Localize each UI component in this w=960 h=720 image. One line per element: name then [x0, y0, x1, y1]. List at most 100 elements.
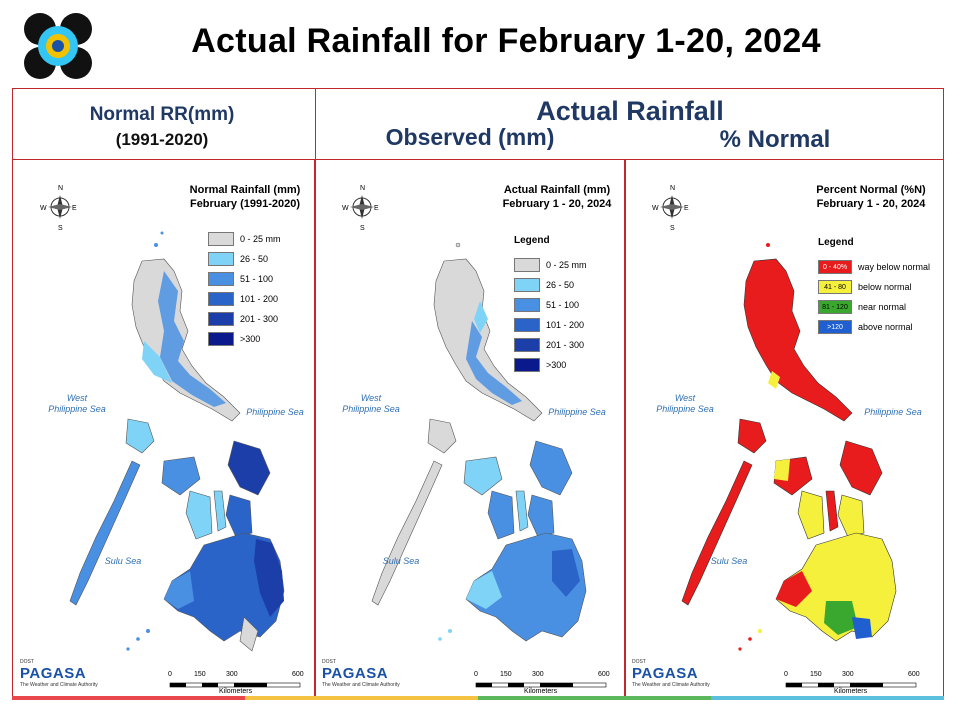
panel-percent-title: Percent Normal (%N) February 1 - 20, 202… — [806, 183, 936, 211]
legend-swatch — [514, 318, 540, 332]
footer-stripe-segment — [245, 696, 478, 700]
panel-percent-title-line1: Percent Normal (%N) — [816, 184, 926, 196]
legend-label: 51 - 100 — [546, 300, 580, 310]
legend-swatch: 81 - 120 — [818, 300, 852, 314]
legend-label: 26 - 50 — [240, 254, 269, 264]
pagasa-tagline: The Weather and Climate Authority — [322, 682, 400, 688]
mindoro — [427, 418, 457, 454]
legend-item: 51 - 100 — [208, 269, 308, 289]
legend-item: 51 - 100 — [514, 295, 614, 315]
footer-stripe-segment — [711, 696, 944, 700]
compass-e: E — [684, 205, 689, 212]
panay — [463, 456, 503, 496]
header-observed: Observed (mm) — [385, 124, 555, 150]
panay — [161, 456, 201, 496]
legend-label: 26 - 50 — [546, 280, 575, 290]
legend-item: 0 - 25 mm — [208, 229, 308, 249]
cebu — [825, 490, 839, 532]
west-sea-line2: Philippine Sea — [48, 404, 106, 414]
compass-n: N — [58, 185, 64, 192]
footer-stripe-segment — [12, 696, 245, 700]
legend-item: >300 — [514, 355, 614, 375]
label-sulu-sea: Sulu Sea — [104, 556, 142, 566]
panel-divider-2 — [624, 159, 626, 699]
legend-label: 201 - 300 — [240, 314, 279, 324]
panel-actual-title-line1: Actual Rainfall (mm) — [503, 184, 611, 196]
west-sea-line2: Philippine Sea — [342, 404, 400, 414]
legend-label: 0 - 25 mm — [546, 260, 587, 270]
legend-label: >300 — [546, 360, 567, 370]
scale-tick-3: 600 — [292, 671, 304, 678]
samar — [839, 440, 883, 496]
header-percent: % Normal — [719, 126, 831, 153]
west-sea-line2: Philippine Sea — [656, 404, 714, 414]
pagasa-tagline: The Weather and Climate Authority — [20, 682, 98, 688]
compass-icon — [350, 195, 374, 219]
legend-label: 101 - 200 — [546, 320, 585, 330]
footer-stripe-segment — [478, 696, 711, 700]
normal-map — [48, 195, 301, 688]
panel-actual-title: Actual Rainfall (mm) February 1 - 20, 20… — [492, 183, 622, 211]
legend-swatch — [208, 272, 234, 286]
legend-label: 201 - 300 — [546, 340, 585, 350]
actual-map — [350, 195, 607, 688]
label-philippine-sea: Philippine Sea — [246, 407, 304, 417]
scale-tick-1: 150 — [194, 671, 206, 678]
legend-percent-title: Legend — [818, 237, 854, 248]
panel-divider-1 — [314, 159, 316, 699]
panel-actual-title-line2: February 1 - 20, 2024 — [502, 198, 612, 210]
compass-s: S — [360, 225, 365, 232]
legend-swatch — [514, 258, 540, 272]
scale-bar — [169, 682, 301, 688]
panel-percent-title-line2: February 1 - 20, 2024 — [816, 198, 926, 210]
legend-item: 201 - 300 — [208, 309, 308, 329]
pagasa-tagline: The Weather and Climate Authority — [632, 682, 710, 688]
legend-swatch — [514, 338, 540, 352]
pagasa-wordmark: PAGASA — [322, 665, 389, 682]
label-sulu-sea: Sulu Sea — [382, 556, 420, 566]
compass-n: N — [360, 185, 366, 192]
cebu — [515, 490, 529, 532]
legend-item: >300 — [208, 329, 308, 349]
scale-tick-2: 300 — [226, 671, 238, 678]
pagasa-logo: DOST PAGASA The Weather and Climate Auth… — [20, 659, 110, 688]
luzon — [433, 258, 543, 422]
negros — [797, 490, 825, 540]
legend-item: 26 - 50 — [514, 275, 614, 295]
panel-normal: N W E S Normal Rainfall (mm) February (1… — [14, 161, 313, 697]
compass-w: W — [652, 205, 659, 212]
legend-swatch — [514, 358, 540, 372]
pagasa-dost: DOST — [322, 659, 336, 665]
label-west-philippine-sea: West Philippine Sea — [650, 393, 720, 415]
scale-tick-1: 150 — [500, 671, 512, 678]
luzon — [743, 258, 853, 422]
pagasa-dost: DOST — [20, 659, 34, 665]
samar — [227, 440, 271, 496]
legend-percent: 0 - 40% way below normal 41 - 80 below norm… — [818, 257, 938, 337]
footer-stripe — [12, 696, 944, 700]
scale-tick-3: 600 — [908, 671, 920, 678]
legend-swatch — [514, 298, 540, 312]
negros — [185, 490, 213, 540]
compass-s: S — [58, 225, 63, 232]
west-sea-line1: West — [674, 393, 696, 403]
legend-actual-title: Legend — [514, 235, 550, 246]
page-title: Actual Rainfall for February 1-20, 2024 — [191, 22, 821, 60]
legend-swatch — [514, 278, 540, 292]
header-actual: Actual Rainfall — [536, 96, 724, 126]
mindoro — [737, 418, 767, 454]
legend-swatch — [208, 292, 234, 306]
panel-normal-title: Normal Rainfall (mm) February (1991-2020… — [180, 183, 310, 211]
legend-item: 41 - 80 below normal — [818, 277, 938, 297]
legend-label: >300 — [240, 334, 261, 344]
header-normal-line2: (1991-2020) — [115, 130, 209, 149]
scale-tick-2: 300 — [532, 671, 544, 678]
scale-tick-1: 150 — [810, 671, 822, 678]
scale-tick-0: 0 — [784, 671, 788, 678]
legend-item: 0 - 40% way below normal — [818, 257, 938, 277]
samar — [529, 440, 573, 496]
scale-unit: Kilometers — [524, 688, 558, 695]
cebu — [213, 490, 227, 532]
legend-item: >120 above normal — [818, 317, 938, 337]
legend-label: 51 - 100 — [240, 274, 274, 284]
